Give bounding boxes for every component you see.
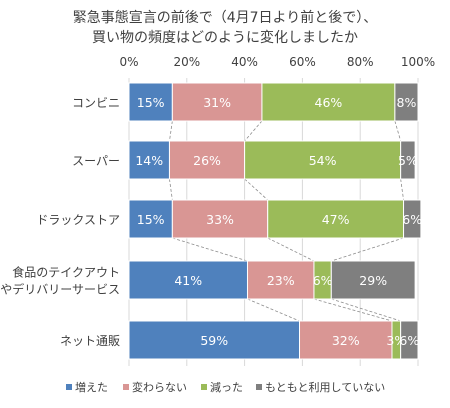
data-label: 54% [309, 153, 337, 168]
x-tick-label: 40% [231, 55, 258, 69]
data-label: 32% [332, 333, 360, 348]
data-label: 29% [359, 273, 387, 288]
category-label: やデリバリーサービス [0, 282, 120, 297]
chart-title-line: 緊急事態宣言の前後で（4月7日より前と後で）、 [73, 9, 378, 26]
chart-title-line: 買い物の頻度はどのように変化しましたか [92, 29, 358, 46]
bar-segment [267, 199, 405, 239]
data-label: 15% [137, 212, 165, 227]
x-tick-label: 20% [173, 55, 200, 69]
series-connector-line [169, 178, 173, 201]
legend-swatch [66, 384, 72, 390]
data-label: 6% [402, 212, 422, 227]
data-label: 46% [315, 95, 343, 110]
series-connector-line [331, 237, 404, 262]
series-connector-line [244, 178, 268, 201]
data-label: 8% [397, 95, 417, 110]
bar-segment [128, 260, 248, 300]
data-label: 47% [322, 212, 350, 227]
x-tick-label: 0% [119, 55, 138, 69]
legend-label: 減った [210, 380, 243, 394]
bar-segment [128, 320, 301, 360]
series-connector-line [267, 237, 315, 262]
category-label: スーパー [72, 154, 120, 168]
bar-segment [246, 260, 315, 300]
category-label: 食品のテイクアウト [12, 265, 120, 280]
x-tick-label: 80% [347, 55, 374, 69]
series-connector-line [331, 298, 401, 322]
series-connector-line [247, 298, 300, 322]
data-label: 41% [174, 273, 202, 288]
series-connector-line [400, 178, 404, 201]
bar-segment [394, 82, 419, 122]
category-label: ネット通販 [60, 334, 120, 348]
data-label: 6% [399, 333, 419, 348]
x-tick-label: 60% [289, 55, 316, 69]
legend-label: もともと利用していない [265, 381, 385, 394]
bar-segment [128, 82, 173, 122]
bar-segment [330, 260, 416, 300]
bar-segment [128, 140, 170, 180]
legend-swatch [201, 384, 207, 390]
category-label: コンビニ [72, 96, 120, 110]
legend-label: 増えた [75, 381, 108, 394]
bar-segment [299, 320, 393, 360]
legend-swatch [256, 384, 262, 390]
category-label: ドラックストア [36, 213, 120, 227]
data-label: 26% [193, 153, 221, 168]
bar-segment [168, 140, 246, 180]
data-label: 23% [267, 273, 295, 288]
bar-segment [244, 140, 402, 180]
series-connector-line [394, 120, 402, 142]
legend-swatch [123, 384, 129, 390]
series-connector-line [169, 120, 173, 142]
data-label: 15% [137, 95, 165, 110]
series-connector-line [172, 237, 248, 262]
bar-segment [403, 199, 422, 239]
data-label: 6% [313, 273, 333, 288]
legend-label: 変わらない [132, 380, 187, 394]
bar-segment [128, 199, 173, 239]
data-label: 14% [135, 153, 163, 168]
bar-segment [400, 320, 419, 360]
x-tick-label: 100% [401, 55, 435, 69]
series-connector-line [244, 120, 263, 142]
data-label: 59% [200, 333, 228, 348]
data-label: 33% [206, 212, 234, 227]
series-connector-line [313, 298, 393, 322]
data-label: 5% [398, 153, 418, 168]
bar-segment [400, 140, 416, 180]
data-label: 31% [203, 95, 231, 110]
